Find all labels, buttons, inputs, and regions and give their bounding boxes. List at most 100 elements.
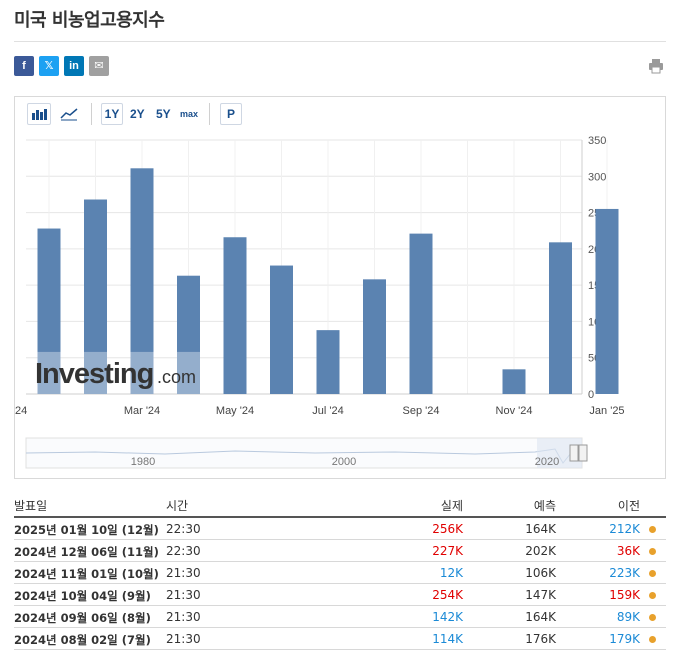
range-5y-button[interactable]: 5Y xyxy=(156,107,171,121)
row-date: 2024년 11월 01일 (10월) xyxy=(14,567,159,581)
table-row: 2024년 12월 06일 (11월) 22:30 227K 202K 36K xyxy=(14,540,666,562)
row-date: 2024년 10월 04일 (9월) xyxy=(14,589,151,603)
importance-dot xyxy=(649,526,656,533)
p-button[interactable]: P xyxy=(220,103,242,125)
y-tick-label: 350 xyxy=(588,135,606,147)
chart-bar xyxy=(130,168,154,394)
chart-bar xyxy=(595,208,619,394)
x-tick-label: Nov '24 xyxy=(496,405,533,417)
table-row: 2024년 08월 02일 (7월) 21:30 114K 176K 179K xyxy=(14,628,666,650)
table-row: 2024년 09월 06일 (8월) 21:30 142K 164K 89K xyxy=(14,606,666,628)
chart-bar xyxy=(84,199,107,394)
x-tick-label: Jan '25 xyxy=(589,405,624,417)
watermark-brand: Investing xyxy=(35,358,153,390)
title-divider xyxy=(14,41,666,42)
row-time: 21:30 xyxy=(166,588,201,602)
chart-bar xyxy=(270,265,293,394)
facebook-share-button[interactable]: f xyxy=(14,56,34,76)
chart-bar xyxy=(409,233,433,394)
header-actual: 실제 xyxy=(440,499,463,513)
range-max-button[interactable]: max xyxy=(180,109,199,119)
table-row: 2024년 10월 04일 (9월) 21:30 254K 147K 159K xyxy=(14,584,666,606)
table-row: 2024년 11월 01일 (10월) 21:30 12K 106K 223K xyxy=(14,562,666,584)
watermark-suffix: .com xyxy=(157,367,196,387)
row-time: 21:30 xyxy=(166,610,201,624)
range-2y-button[interactable]: 2Y xyxy=(130,107,145,121)
importance-dot xyxy=(649,614,656,621)
header-forecast: 예측 xyxy=(533,499,556,513)
email-share-button[interactable]: ✉ xyxy=(89,56,109,76)
row-previous: 36K xyxy=(616,544,640,558)
navigator-handle-right xyxy=(578,444,588,462)
line-chart-icon xyxy=(60,108,78,121)
bar-chart-button[interactable] xyxy=(27,103,51,125)
table-row: 2025년 01월 10일 (12월) 22:30 256K 164K 212K xyxy=(14,518,666,540)
row-date: 2024년 08월 02일 (7월) xyxy=(14,633,151,647)
bar-chart: 050100150200250300350Investing.com24Mar … xyxy=(15,135,625,469)
chart-panel: 1Y 2Y 5Y max P 050100150200250300350Inve… xyxy=(14,96,666,479)
chart-bar xyxy=(549,242,572,394)
x-tick-label: Jul '24 xyxy=(312,405,343,417)
y-tick-label: 0 xyxy=(588,389,594,401)
x-share-button[interactable]: 𝕏 xyxy=(39,56,59,76)
row-date: 2025년 01월 10일 (12월) xyxy=(14,523,159,537)
row-forecast: 202K xyxy=(525,544,556,558)
bar-chart-icon xyxy=(32,109,47,120)
row-forecast: 164K xyxy=(525,610,556,624)
linkedin-share-button[interactable]: in xyxy=(64,56,84,76)
watermark-band xyxy=(177,351,200,394)
row-time: 22:30 xyxy=(166,522,201,536)
row-actual: 227K xyxy=(432,544,463,558)
importance-dot xyxy=(649,548,656,555)
line-chart-button[interactable] xyxy=(57,103,81,125)
chart-bar xyxy=(223,237,247,394)
row-forecast: 164K xyxy=(525,522,556,536)
row-previous: 159K xyxy=(609,588,640,602)
x-tick-label: 24 xyxy=(15,405,27,417)
page-title: 미국 비농업고용지수 xyxy=(14,10,165,31)
row-actual: 254K xyxy=(432,588,463,602)
row-date: 2024년 12월 06일 (11월) xyxy=(14,545,159,559)
importance-dot xyxy=(649,592,656,599)
watermark-band xyxy=(37,351,61,394)
row-time: 22:30 xyxy=(166,544,201,558)
navigator-handle-left xyxy=(569,444,579,462)
row-previous: 212K xyxy=(609,522,640,536)
chart-bar xyxy=(316,330,340,394)
row-forecast: 106K xyxy=(525,566,556,580)
header-previous: 이전 xyxy=(617,499,640,513)
row-actual: 114K xyxy=(432,632,463,646)
row-forecast: 176K xyxy=(525,632,556,646)
chart-bar xyxy=(177,275,200,394)
header-date: 발표일 xyxy=(14,499,48,513)
importance-dot xyxy=(649,636,656,643)
release-table: 발표일 시간 실제 예측 이전 2025년 01월 10일 (12월) 22:30… xyxy=(14,494,666,650)
row-time: 21:30 xyxy=(166,632,201,646)
row-actual: 256K xyxy=(432,522,463,536)
row-actual: 12K xyxy=(439,566,463,580)
y-tick-label: 300 xyxy=(588,171,606,183)
chart-bar xyxy=(363,279,386,394)
x-tick-label: Sep '24 xyxy=(403,405,440,417)
header-time: 시간 xyxy=(166,499,189,513)
importance-dot xyxy=(649,570,656,577)
x-tick-label: Mar '24 xyxy=(124,405,160,417)
x-tick-label: May '24 xyxy=(216,405,254,417)
watermark-band xyxy=(130,351,154,394)
row-previous: 223K xyxy=(609,566,640,580)
row-forecast: 147K xyxy=(525,588,556,602)
print-icon[interactable] xyxy=(648,58,664,74)
navigator-label: 2020 xyxy=(535,456,559,468)
watermark-band xyxy=(84,351,107,394)
chart-bar xyxy=(37,228,61,394)
chart-bar xyxy=(502,369,526,394)
row-time: 21:30 xyxy=(166,566,201,580)
table-header: 발표일 시간 실제 예측 이전 xyxy=(14,494,666,518)
navigator-label: 1980 xyxy=(131,456,155,468)
row-actual: 142K xyxy=(432,610,463,624)
range-1y-button[interactable]: 1Y xyxy=(101,103,123,125)
row-previous: 89K xyxy=(616,610,640,624)
navigator-label: 2000 xyxy=(332,456,356,468)
row-previous: 179K xyxy=(609,632,640,646)
row-date: 2024년 09월 06일 (8월) xyxy=(14,611,151,625)
